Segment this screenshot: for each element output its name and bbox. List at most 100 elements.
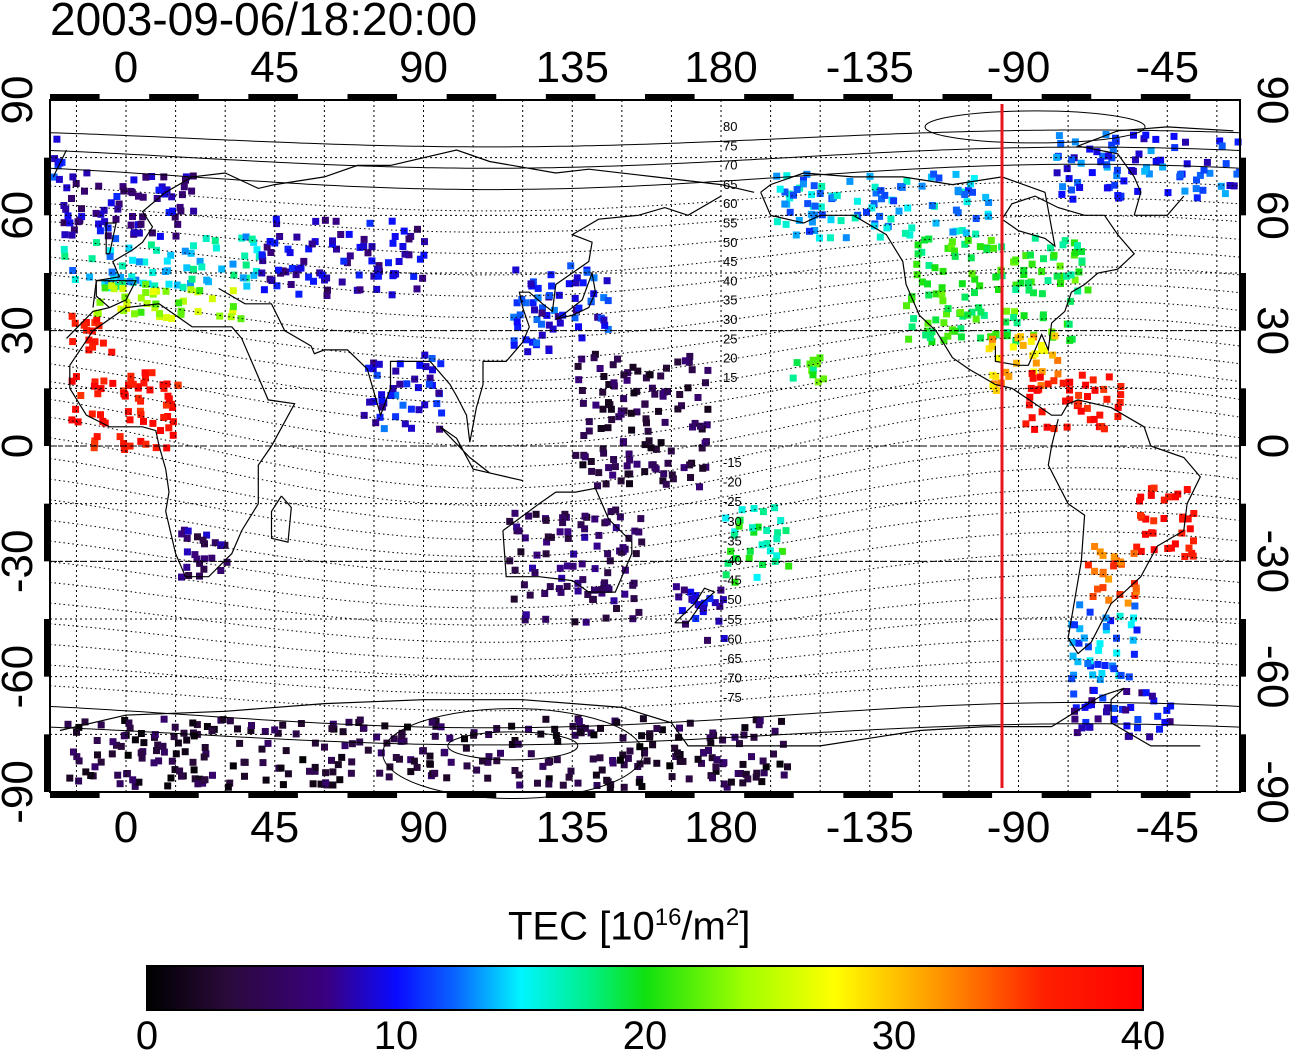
tec-cell — [160, 748, 168, 756]
tec-cell — [1075, 268, 1083, 276]
bottom-lon-tick: 45 — [250, 803, 299, 852]
tec-cell — [308, 240, 316, 248]
mlat-contour — [49, 637, 1241, 677]
tec-cell — [513, 299, 521, 307]
tec-cell — [90, 444, 98, 452]
tec-cell — [575, 304, 583, 312]
mlat-contour — [49, 701, 1241, 729]
tec-cell — [1089, 376, 1097, 384]
tec-cell — [268, 277, 276, 284]
tec-cell — [521, 616, 529, 624]
tec-cell — [1096, 640, 1104, 648]
tec-cell — [429, 366, 436, 374]
tec-cell — [546, 583, 554, 591]
tec-cell — [951, 252, 959, 260]
top-lon-tick: -45 — [1135, 43, 1199, 92]
tec-cell — [1123, 722, 1131, 730]
tec-cell — [571, 314, 579, 322]
tec-cell — [1066, 396, 1074, 404]
tec-cell — [558, 574, 566, 582]
tec-cell — [1084, 561, 1092, 569]
tec-cell — [581, 525, 589, 533]
tec-cell — [229, 308, 237, 315]
tec-cell — [1102, 614, 1110, 622]
tec-cell — [526, 591, 534, 599]
tec-cell — [971, 275, 979, 283]
tec-cell — [924, 280, 931, 288]
tec-cell — [97, 721, 105, 729]
tec-cell — [792, 231, 800, 239]
tec-cell — [305, 273, 313, 281]
tec-cell — [77, 392, 85, 399]
tec-cell — [125, 719, 133, 727]
tec-cell — [571, 618, 579, 626]
tec-cell — [50, 173, 58, 181]
tec-cell — [180, 183, 188, 191]
tec-cell — [119, 183, 127, 191]
tec-cell — [348, 740, 356, 748]
tec-cell — [687, 588, 695, 596]
tec-cell — [699, 464, 707, 472]
tec-cell — [542, 715, 550, 723]
tec-cell — [120, 732, 128, 740]
contour-label: -20 — [723, 475, 742, 490]
tec-cell — [644, 427, 652, 435]
tec-cell — [625, 450, 633, 458]
tec-cell — [292, 271, 300, 279]
tec-cell — [605, 399, 612, 407]
tec-cell — [989, 335, 996, 343]
tec-cell — [94, 309, 102, 317]
tec-cell — [1084, 660, 1092, 667]
tec-cell — [800, 176, 807, 184]
tec-cell — [112, 215, 120, 223]
tec-cell — [1091, 567, 1099, 575]
tec-cell — [1069, 652, 1077, 660]
tec-cell — [564, 534, 572, 542]
tec-cell — [201, 540, 208, 548]
tec-cell — [698, 759, 705, 767]
tec-cell — [387, 392, 395, 399]
tec-cell — [411, 375, 419, 383]
tec-cell — [73, 728, 80, 736]
tec-cell — [1002, 368, 1010, 376]
tec-cell — [1146, 733, 1154, 741]
tec-cell — [553, 756, 561, 764]
tec-cell — [557, 588, 565, 596]
mlat-contour — [49, 386, 1241, 468]
mlat-contour-pole-north — [924, 110, 1146, 144]
tec-cell — [1078, 724, 1086, 732]
tec-cell — [1150, 697, 1158, 705]
tec-cell — [580, 432, 588, 439]
map-timestamp: 2003-09-06/18:20:00 — [50, 0, 478, 45]
tec-cell — [1130, 131, 1137, 139]
tec-cell — [1038, 368, 1046, 376]
tec-cell — [66, 774, 74, 782]
tec-cell — [151, 304, 159, 312]
tec-cell — [773, 172, 781, 180]
tec-cell — [258, 745, 266, 753]
tec-cell — [286, 249, 294, 257]
tec-cell — [948, 238, 956, 246]
tec-cell — [1234, 138, 1242, 146]
tec-cell — [616, 756, 624, 764]
tec-cell — [216, 312, 224, 320]
tec-cell — [636, 760, 644, 768]
tec-cell — [777, 517, 785, 524]
tec-cell — [776, 760, 784, 768]
tec-cell — [778, 717, 785, 725]
tec-cell — [581, 512, 589, 520]
tec-cell — [91, 437, 99, 445]
tec-cell — [348, 758, 356, 766]
top-lon-tick: -90 — [987, 43, 1051, 92]
tec-cell — [1019, 341, 1027, 349]
tec-cell — [675, 593, 683, 601]
tec-cell — [162, 287, 170, 295]
tec-cell — [698, 444, 706, 452]
tec-cell — [198, 263, 206, 271]
tec-cell — [545, 347, 553, 354]
tec-cell — [556, 528, 564, 536]
tec-cell — [426, 760, 434, 768]
tec-cell — [783, 172, 791, 180]
tec-cell — [81, 187, 88, 195]
